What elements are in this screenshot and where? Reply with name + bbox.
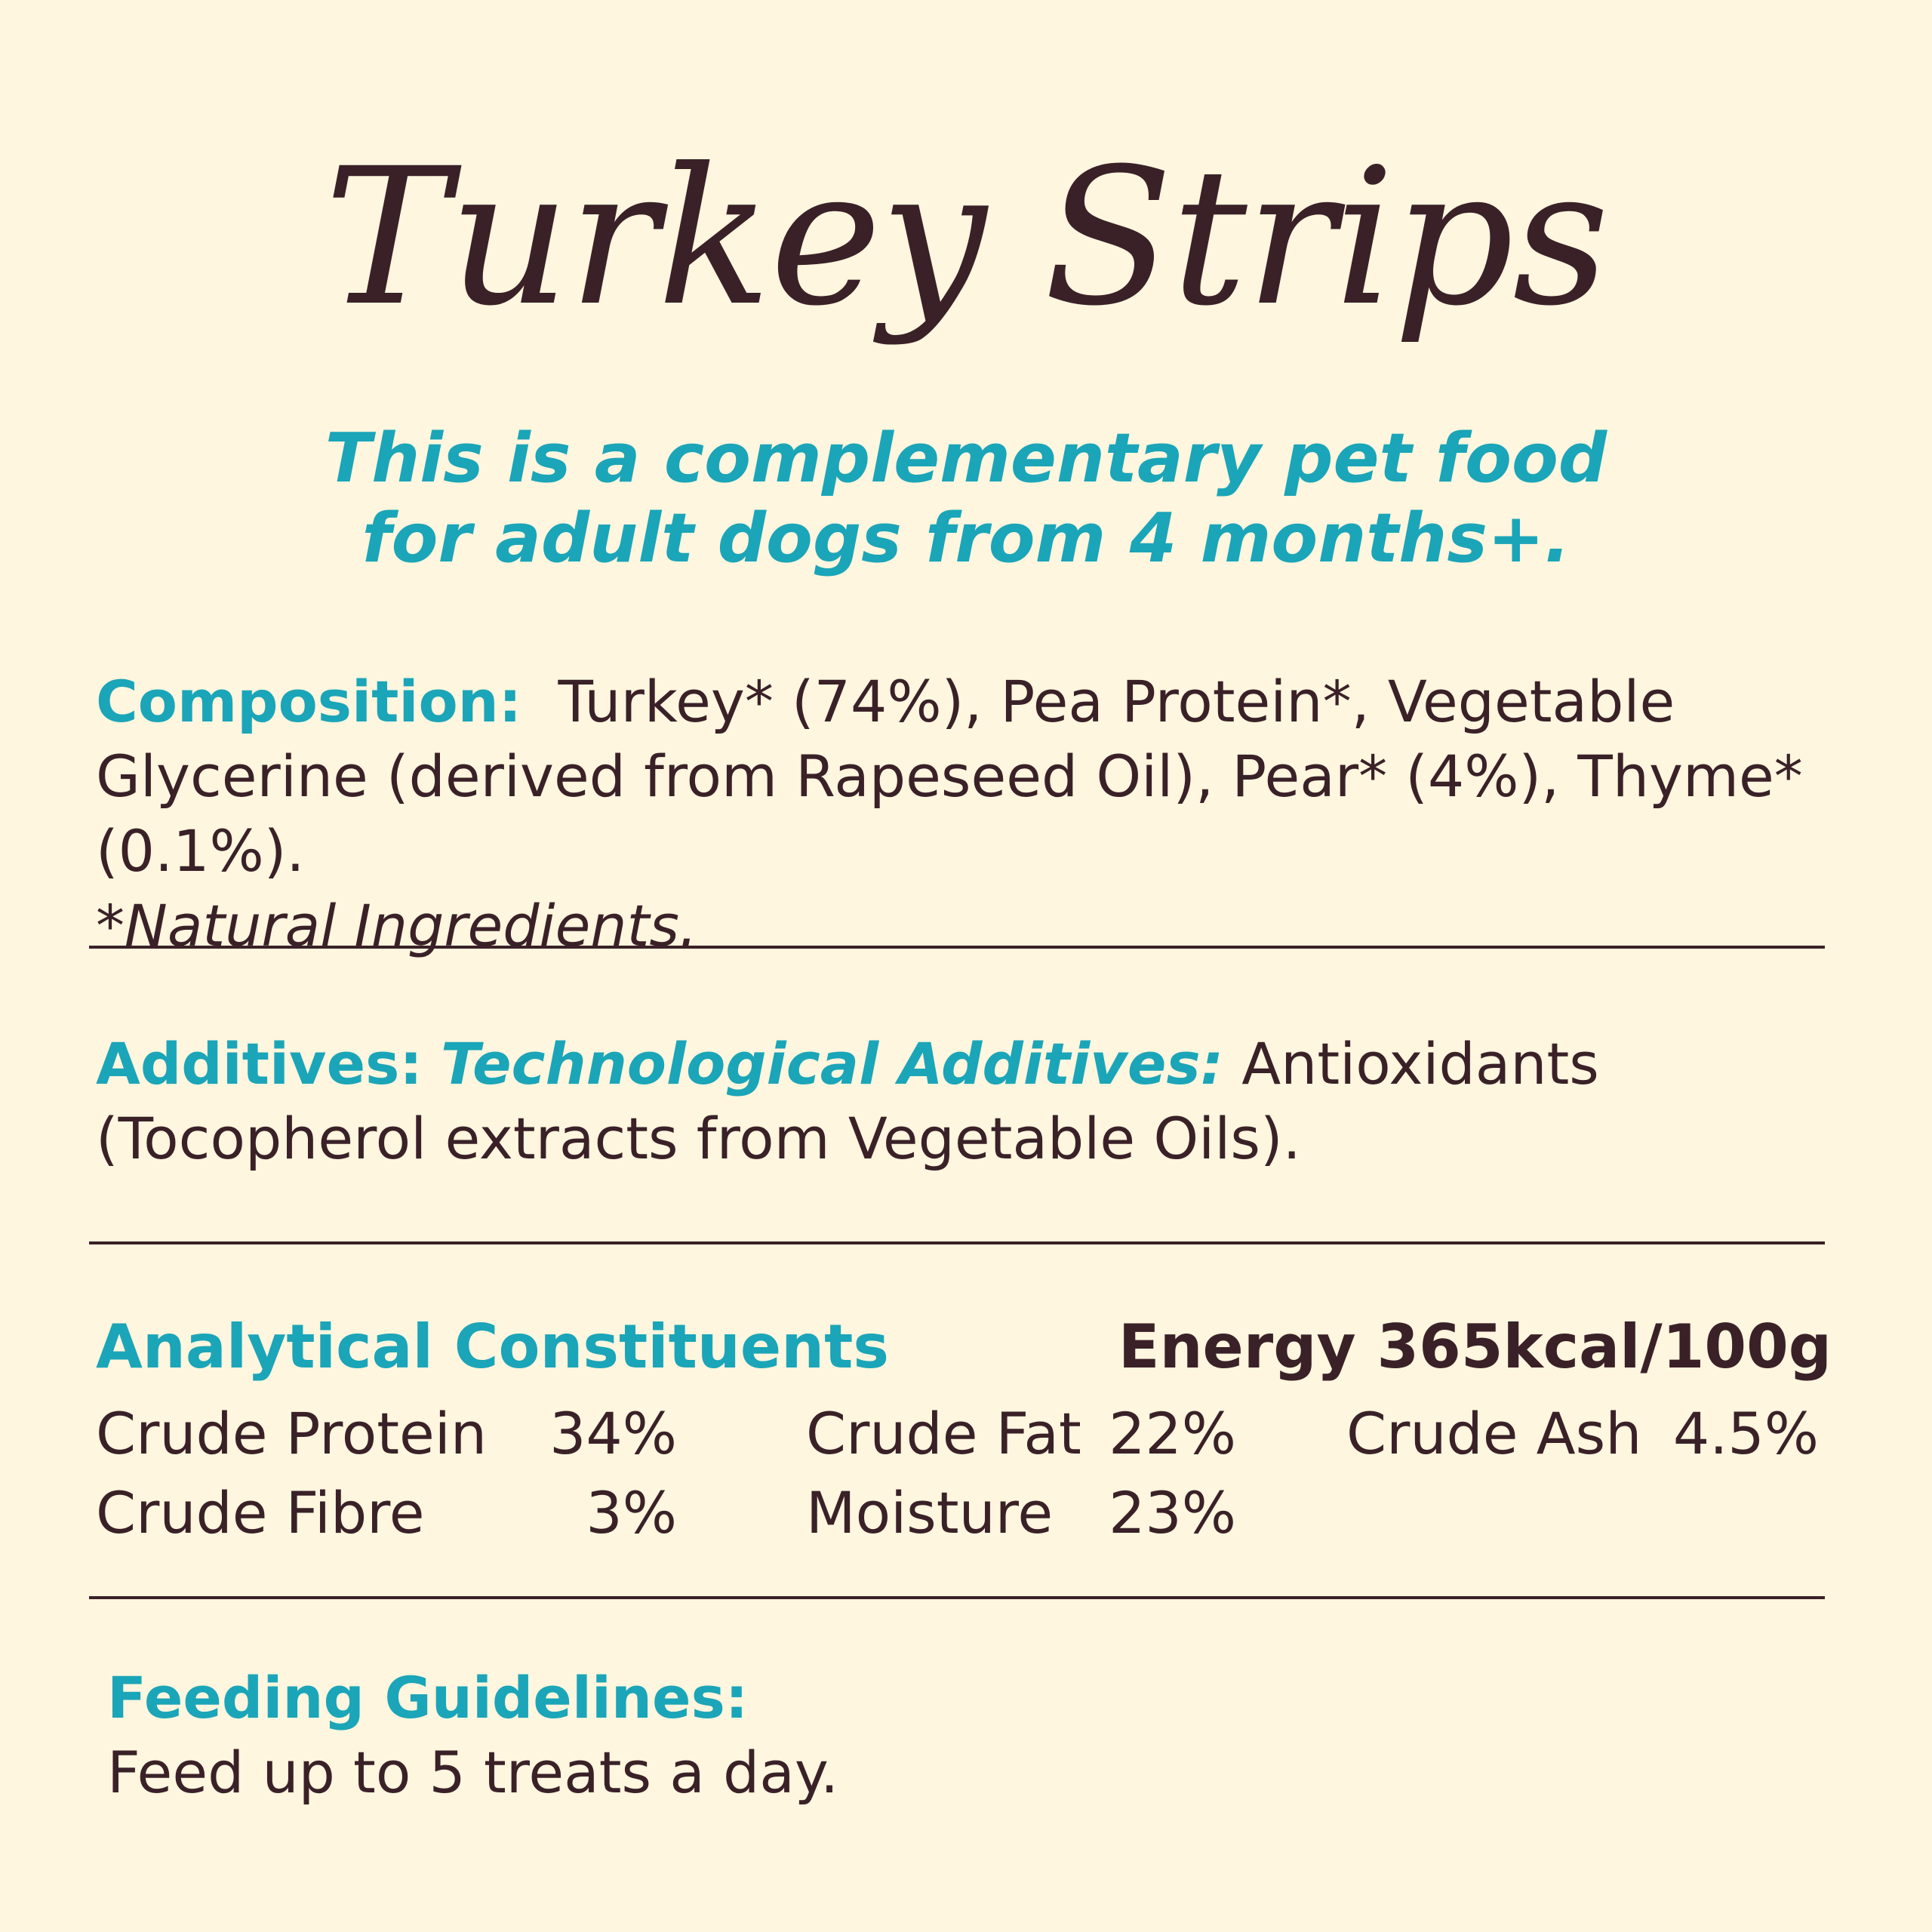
divider-3: [89, 1596, 1825, 1599]
additives-section: Additives: Technological Additives: Anti…: [96, 1026, 1847, 1176]
divider-2: [89, 1241, 1825, 1244]
composition-note: *Natural Ingredients.: [96, 892, 698, 959]
feeding-text: Feed up to 5 treats a day.: [107, 1739, 839, 1806]
analytical-label: Analytical Constituents: [96, 1312, 889, 1382]
nutrient-value: 34%: [549, 1400, 677, 1467]
feeding-section: Feeding Guidelines: Feed up to 5 treats …: [107, 1660, 1858, 1810]
subtitle-line-1: This is a complementary pet food: [325, 419, 1607, 498]
nutrient-crude-protein: Crude Protein 34%: [96, 1396, 677, 1472]
nutrient-name: Crude Fibre: [96, 1479, 425, 1546]
additives-label: Additives:: [96, 1030, 423, 1097]
additives-sublabel: Technological Additives:: [440, 1030, 1224, 1097]
product-subtitle: This is a complementary pet food for adu…: [0, 419, 1932, 579]
nutrient-moisture: Moisture 23%: [806, 1475, 1236, 1551]
nutrient-value: 4.5%: [1672, 1400, 1819, 1467]
composition-section: Composition: Turkey* (74%), Pea Protein*…: [96, 664, 1847, 963]
nutrient-crude-fibre: Crude Fibre 3%: [96, 1475, 677, 1551]
composition-text: Turkey* (74%), Pea Protein*, Vegetable G…: [96, 668, 1803, 884]
nutrient-value: 22%: [1109, 1400, 1236, 1467]
divider-1: [89, 946, 1825, 949]
nutrient-crude-ash: Crude Ash 4.5%: [1346, 1396, 1819, 1472]
nutrient-name: Crude Protein: [96, 1400, 488, 1467]
energy-value: Energy 365kcal/100g: [1118, 1312, 1832, 1382]
nutrient-name: Crude Ash: [1346, 1400, 1642, 1467]
nutrient-value: 23%: [1109, 1479, 1236, 1546]
analytical-header: Analytical Constituents Energy 365kcal/1…: [96, 1309, 1832, 1385]
nutrient-crude-fat: Crude Fat 22%: [806, 1396, 1236, 1472]
additives-text: Antioxidants (Tocopherol extracts from V…: [96, 1030, 1599, 1172]
nutrient-name: Crude Fat: [806, 1400, 1081, 1467]
feeding-label: Feeding Guidelines:: [107, 1664, 749, 1731]
subtitle-line-2: for adult dogs from 4 months+.: [361, 499, 1571, 578]
nutrient-name: Moisture: [806, 1479, 1054, 1546]
composition-label: Composition:: [96, 668, 522, 735]
product-title: Turkey Strips: [324, 128, 1610, 347]
nutrient-value: 3%: [586, 1479, 677, 1546]
